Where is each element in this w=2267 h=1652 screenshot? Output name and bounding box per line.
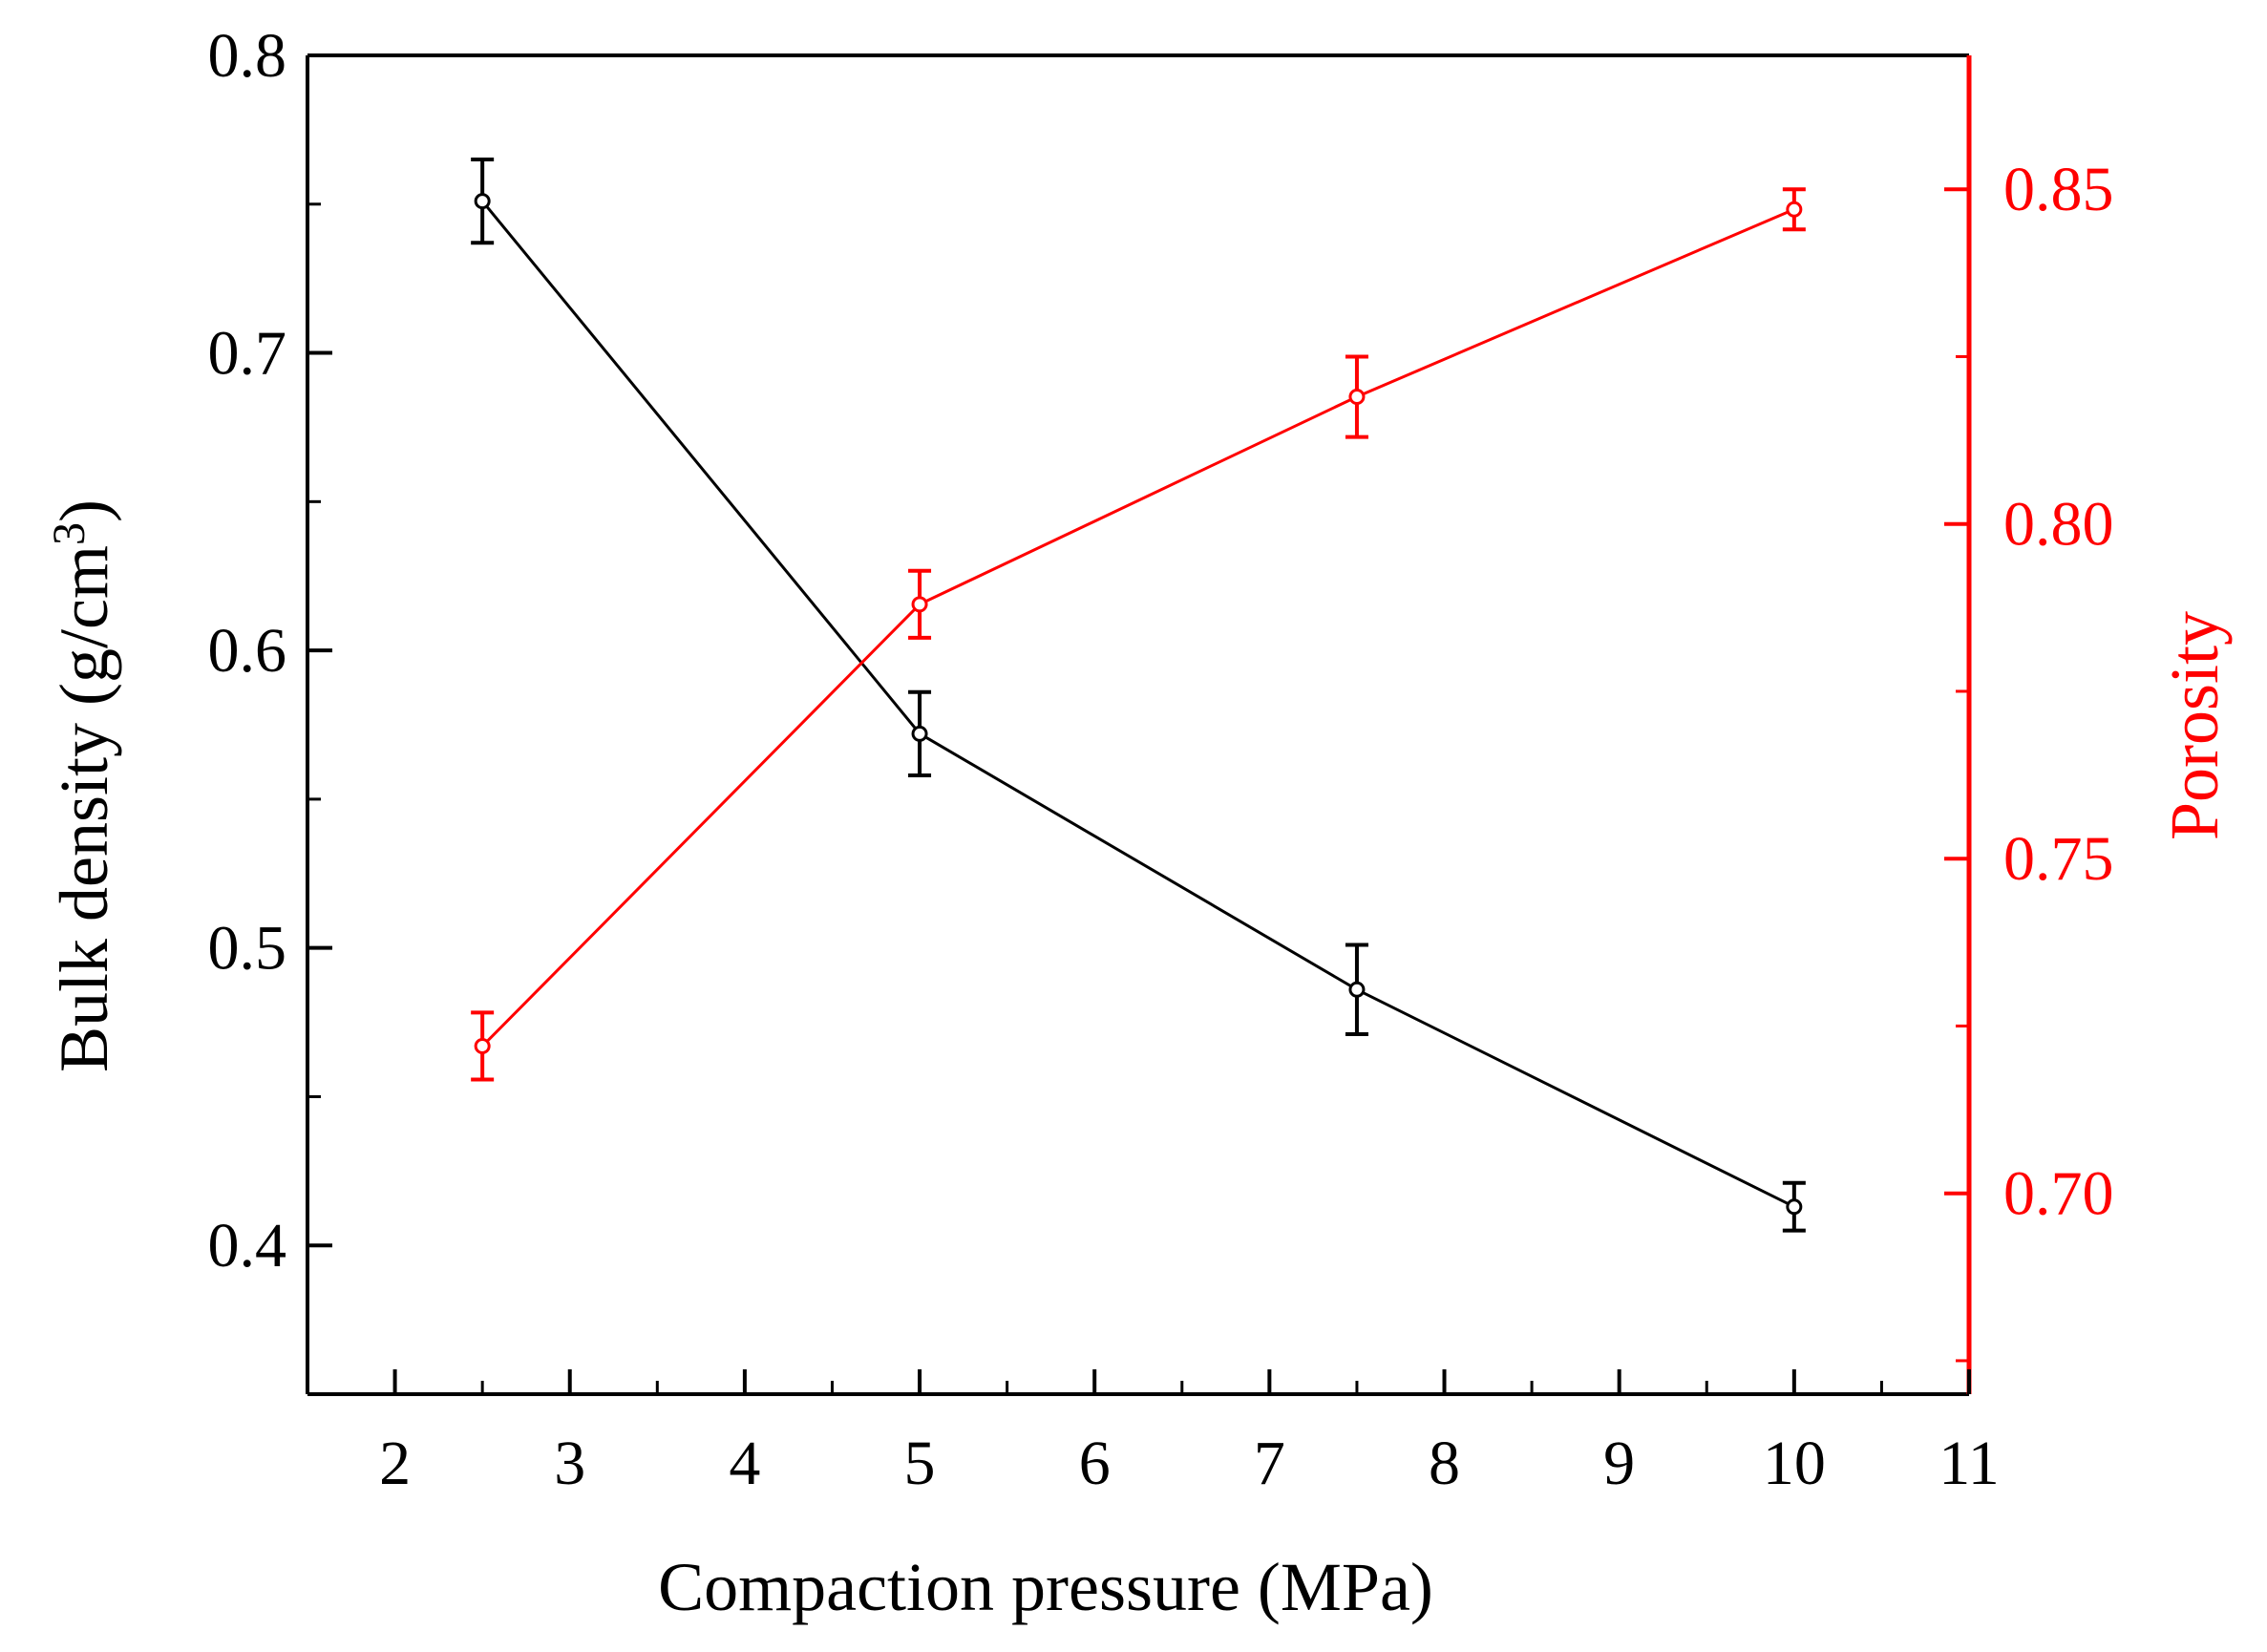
- bulk-density-point: [474, 193, 491, 210]
- x-tick-label: 2: [379, 1429, 411, 1498]
- left-tick-label: 0.4: [208, 1211, 287, 1281]
- bulk-density-point: [911, 725, 928, 742]
- left-axis-title: Bulk density (g/cm3): [44, 499, 122, 1072]
- left-tick-label: 0.5: [208, 914, 287, 984]
- left-tick-label: 0.7: [208, 319, 287, 389]
- x-tick-label: 5: [904, 1429, 936, 1498]
- x-tick-label: 3: [554, 1429, 585, 1498]
- x-tick-label: 6: [1079, 1429, 1111, 1498]
- x-tick-label: 10: [1763, 1429, 1826, 1498]
- porosity-line: [481, 207, 1795, 1048]
- plot-frame: [306, 53, 1972, 1396]
- porosity-series: [471, 187, 1806, 1082]
- porosity-point: [1348, 389, 1366, 406]
- bulk-density-point: [1348, 981, 1366, 998]
- bulk-density-series: [471, 158, 1806, 1233]
- porosity-point: [1786, 201, 1803, 218]
- x-tick-label: 8: [1429, 1429, 1460, 1498]
- right-axis-title: Porosity: [2156, 611, 2233, 840]
- left-axis-title-main: Bulk density (g/cm: [46, 545, 122, 1072]
- label-layer: 2 3 4 5 6 7 8 9 10 11 0.4 0.5 0.6 0.7 0.8 0.70 0.75 0.80 0…: [208, 21, 2114, 1498]
- right-tick-label: 0.70: [2003, 1159, 2114, 1229]
- bulk-density-line: [481, 200, 1795, 1209]
- bulk-density-point: [1786, 1198, 1803, 1216]
- tick-layer: [306, 53, 1971, 1396]
- left-axis-title-superscript: 3: [44, 522, 95, 545]
- x-axis-title: Compaction pressure (MPa): [658, 1549, 1433, 1625]
- x-tick-label: 7: [1254, 1429, 1285, 1498]
- x-tick-label: 4: [729, 1429, 760, 1498]
- left-axis-title-suffix: ): [46, 499, 122, 522]
- series-layer: [471, 158, 1806, 1233]
- right-tick-label: 0.85: [2003, 155, 2114, 224]
- left-tick-label: 0.6: [208, 616, 287, 686]
- x-tick-label: 9: [1603, 1429, 1635, 1498]
- right-tick-label: 0.80: [2003, 490, 2114, 560]
- right-tick-label: 0.75: [2003, 824, 2114, 894]
- x-tick-label: 11: [1939, 1429, 2000, 1498]
- porosity-point: [911, 596, 928, 613]
- left-tick-label: 0.8: [208, 21, 287, 91]
- porosity-point: [474, 1037, 491, 1054]
